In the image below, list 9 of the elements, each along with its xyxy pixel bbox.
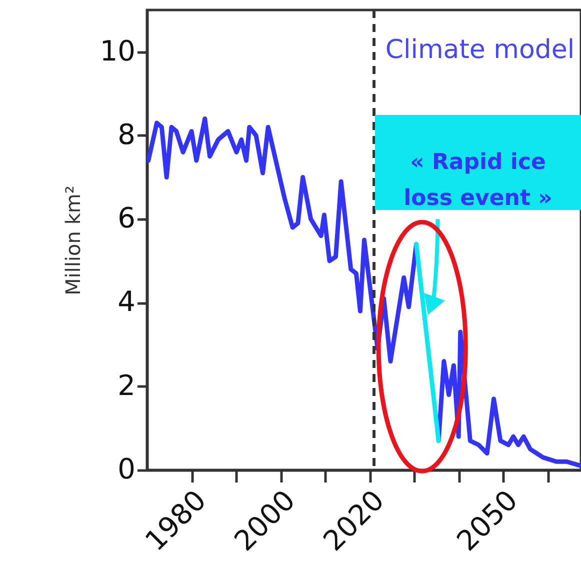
y-tick-label: 8 — [118, 118, 136, 151]
y-axis-title: Million km² — [60, 186, 85, 296]
y-tick-label: 10 — [100, 34, 136, 68]
y-tick-label: 0 — [118, 452, 136, 486]
y-tick-label: 2 — [118, 368, 136, 402]
y-tick-label: 4 — [118, 285, 136, 318]
text: Climate model — [385, 35, 575, 65]
y-tick-label: 6 — [118, 202, 136, 235]
annotation: « Rapid ice loss event » — [404, 150, 552, 211]
